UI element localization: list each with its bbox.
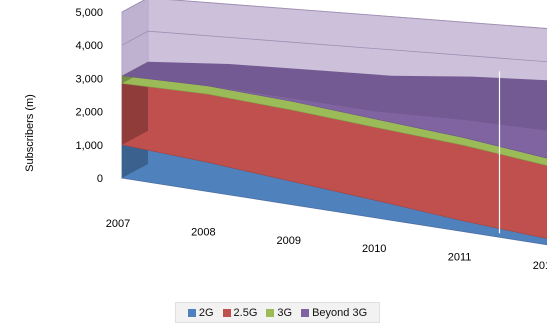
legend-swatch	[301, 308, 310, 317]
legend-item: Beyond 3G	[301, 307, 367, 319]
legend-label: Beyond 3G	[312, 306, 368, 319]
series-layer	[121, 61, 547, 245]
legend-label: 2G	[198, 306, 214, 319]
legend-swatch	[187, 308, 196, 317]
y-tick-label: 5,000	[75, 7, 103, 19]
legend-item: 3G	[266, 307, 292, 319]
y-tick-label: 3,000	[75, 73, 103, 85]
legend-label: 2.5G	[233, 306, 258, 319]
legend-item: 2G	[187, 306, 214, 319]
x-tick-label: 2010	[362, 243, 386, 255]
gridline	[121, 0, 547, 29]
y-tick-label: 4,000	[75, 40, 103, 52]
y-tick-label: 0	[97, 173, 103, 185]
x-tick-label: 2009	[277, 235, 301, 247]
x-axis-ticks: 2007 2008 2009 2010 2011 2012	[106, 218, 547, 272]
series-depth-beyond-3g	[122, 61, 547, 131]
series-cap-2-5g	[122, 69, 148, 145]
y-tick-label: 2,000	[75, 107, 103, 119]
legend: 2G 2.5G 3G Beyond 3G	[175, 302, 380, 323]
legend-label: 3G	[277, 306, 293, 319]
x-tick-label: 2011	[448, 252, 472, 264]
gridline	[121, 30, 547, 63]
legend-item: 2.5G	[222, 306, 258, 319]
legend-swatch	[266, 308, 275, 317]
x-tick-label: 2007	[106, 218, 130, 230]
legend-swatch	[222, 308, 231, 317]
y-tick-label: 1,000	[75, 140, 103, 152]
x-tick-label: 2012	[533, 260, 547, 272]
y-axis-ticks: 0 1,000 2,000 3,000 4,000 5,000	[75, 7, 103, 185]
series-area-beyond-3g	[121, 75, 547, 159]
x-tick-label: 2008	[191, 226, 215, 238]
y-axis-title: Subscribers (m)	[24, 94, 36, 172]
